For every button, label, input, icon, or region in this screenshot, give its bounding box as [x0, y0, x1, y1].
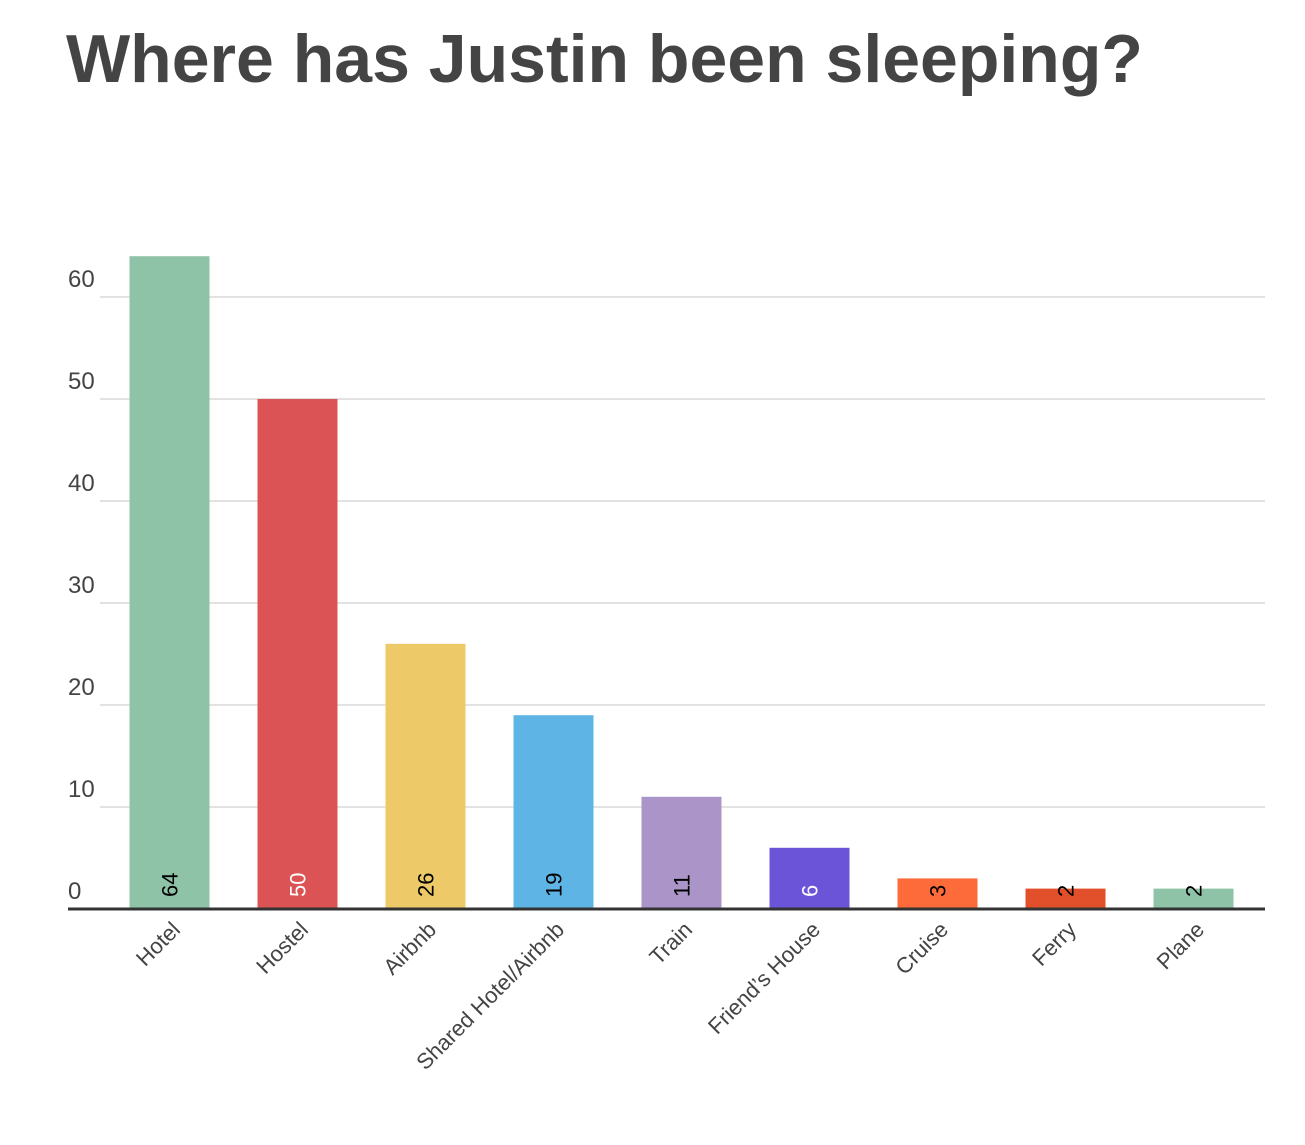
value-label: 2 [1182, 885, 1207, 897]
x-tick-label: Ferry [1027, 917, 1081, 971]
bar [1025, 888, 1106, 909]
bar [129, 256, 210, 909]
y-tick-label: 0 [68, 878, 81, 905]
y-tick-label: 30 [68, 572, 95, 599]
x-tick-label: Friend’s House [703, 917, 825, 1039]
x-tick-label: Airbnb [378, 917, 441, 980]
value-label: 19 [542, 873, 567, 897]
value-label: 64 [158, 873, 183, 897]
bar [385, 643, 466, 909]
value-label: 11 [670, 874, 695, 897]
y-tick-label: 40 [68, 470, 95, 497]
bar [641, 796, 722, 909]
value-label: 6 [798, 885, 823, 897]
value-label: 3 [926, 885, 951, 897]
bar [1153, 888, 1234, 909]
bar [257, 399, 338, 909]
y-tick-label: 20 [68, 674, 95, 701]
value-label: 2 [1054, 885, 1079, 897]
value-label: 50 [286, 873, 311, 897]
bar [513, 715, 594, 909]
x-tick-label: Train [644, 917, 697, 970]
bar [897, 878, 978, 909]
x-tick-label: Cruise [890, 917, 953, 980]
bar [769, 847, 850, 909]
y-tick-label: 10 [68, 776, 95, 803]
y-tick-label: 50 [68, 368, 95, 395]
x-tick-label: Hostel [251, 917, 313, 979]
x-tick-label: Plane [1152, 917, 1209, 974]
chart-title: Where has Justin been sleeping? [66, 21, 1143, 97]
value-label: 26 [414, 873, 439, 897]
x-tick-label: Hotel [131, 917, 185, 971]
y-tick-label: 60 [68, 266, 95, 293]
